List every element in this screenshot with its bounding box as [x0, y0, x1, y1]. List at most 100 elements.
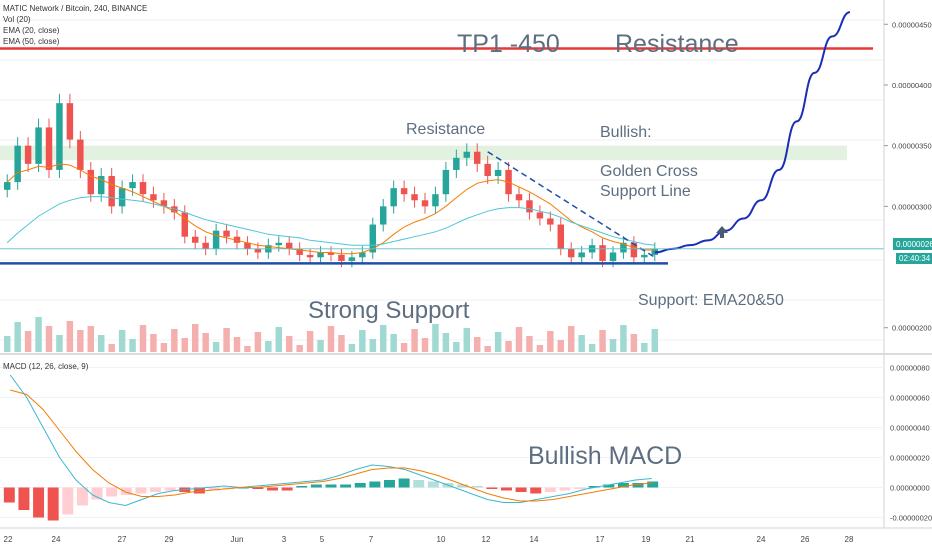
macd-title[interactable]: MACD (12, 26, close, 9) — [3, 362, 89, 371]
candle[interactable] — [45, 127, 53, 170]
candle[interactable] — [139, 182, 147, 195]
candle[interactable] — [578, 252, 585, 258]
time-tick: 7 — [369, 535, 374, 544]
grid — [0, 19, 884, 341]
candle[interactable] — [285, 242, 293, 249]
macd-grid — [0, 367, 884, 518]
candle[interactable] — [108, 176, 115, 207]
candle[interactable] — [411, 194, 418, 201]
golden-cross-label: Golden Cross — [600, 163, 698, 180]
candle[interactable] — [66, 103, 74, 140]
volume-bar — [108, 344, 115, 352]
candle[interactable] — [641, 254, 648, 258]
candle[interactable] — [317, 252, 324, 258]
descending-trendline[interactable] — [487, 151, 656, 258]
candle[interactable] — [244, 242, 251, 249]
ema50-legend[interactable]: EMA (50, close) — [3, 37, 60, 46]
candle[interactable] — [233, 236, 241, 243]
candle[interactable] — [150, 194, 157, 201]
candle[interactable] — [129, 182, 136, 189]
candle[interactable] — [191, 236, 199, 243]
price-axis[interactable]: 0.00000450 0.00000400 0.00000350 0.00000300… — [884, 20, 932, 333]
candle[interactable] — [223, 230, 230, 237]
candle[interactable] — [494, 169, 502, 176]
candle[interactable] — [202, 242, 209, 249]
candle[interactable] — [473, 151, 481, 164]
candle[interactable] — [327, 252, 335, 255]
time-tick: 5 — [320, 535, 325, 544]
candle[interactable] — [421, 200, 429, 207]
candle[interactable] — [567, 248, 575, 258]
candle[interactable] — [536, 212, 544, 219]
volume-bar — [296, 345, 303, 352]
candle[interactable] — [453, 157, 460, 170]
volume-bar — [212, 342, 220, 352]
candle[interactable] — [254, 248, 262, 253]
candle[interactable] — [35, 127, 42, 164]
candle[interactable] — [547, 218, 554, 225]
candle[interactable] — [160, 200, 168, 207]
macd-hist-bar — [208, 487, 220, 491]
candle[interactable] — [118, 188, 126, 207]
candle[interactable] — [87, 169, 95, 195]
resistance-zone — [0, 145, 847, 161]
candle[interactable] — [390, 188, 397, 207]
time-axis[interactable]: 22 24 27 29 Jun 3 5 7 10 12 14 17 19 21 24 26 28 — [4, 535, 854, 544]
volume-bars — [3, 317, 659, 352]
price-tick: 0.00000200 — [892, 324, 932, 333]
projection-line[interactable] — [654, 11, 851, 254]
price-tick: 0.00000450 — [892, 20, 932, 29]
ema20-legend[interactable]: EMA (20, close) — [3, 26, 60, 35]
candle[interactable] — [620, 242, 627, 253]
candle[interactable] — [557, 224, 565, 249]
volume-bar — [442, 333, 450, 352]
candle[interactable] — [348, 257, 356, 261]
candle[interactable] — [296, 248, 303, 255]
macd-hist-bar — [3, 487, 15, 503]
strong-support-label: Strong Support — [308, 297, 470, 324]
volume-bar — [515, 327, 523, 352]
candle[interactable] — [442, 169, 450, 195]
volume-bar — [171, 329, 178, 352]
signal-line — [10, 389, 652, 502]
candle[interactable] — [599, 245, 606, 261]
candle[interactable] — [609, 252, 617, 261]
candle[interactable] — [359, 252, 366, 258]
price-tick: 0.00000300 — [892, 202, 932, 211]
candle[interactable] — [463, 151, 471, 158]
macd-axis[interactable]: 0.00000080 0.00000060 0.00000040 0.00000020… — [890, 364, 932, 523]
candle[interactable] — [275, 242, 283, 246]
volume-bar — [348, 344, 356, 352]
candle[interactable] — [369, 224, 377, 253]
symbol-title[interactable]: MATIC Network / Bitcoin, 240, BINANCE — [3, 4, 148, 13]
vol-legend[interactable]: Vol (20) — [3, 15, 31, 24]
candle[interactable] — [14, 145, 21, 183]
volume-bar — [24, 331, 32, 352]
candle[interactable] — [3, 182, 11, 190]
candles[interactable] — [3, 93, 659, 268]
candle[interactable] — [212, 230, 220, 249]
candle[interactable] — [526, 200, 533, 213]
macd-tick: 0.00000080 — [890, 364, 930, 373]
candle[interactable] — [56, 103, 63, 170]
macd-hist-bar — [559, 487, 571, 491]
macd-hist-bar — [500, 487, 512, 491]
candle[interactable] — [400, 188, 408, 195]
volume-bar — [588, 344, 596, 352]
candle[interactable] — [97, 176, 105, 195]
candle[interactable] — [306, 254, 314, 258]
candle[interactable] — [338, 254, 345, 261]
candle[interactable] — [515, 194, 523, 201]
volume-bar — [547, 331, 554, 352]
candle[interactable] — [171, 206, 178, 213]
candle[interactable] — [379, 206, 387, 225]
candle[interactable] — [432, 194, 439, 207]
candle[interactable] — [630, 242, 638, 258]
candle[interactable] — [181, 212, 189, 237]
candle[interactable] — [651, 248, 659, 255]
candle[interactable] — [77, 139, 84, 170]
candle[interactable] — [484, 163, 491, 176]
volume-bar — [306, 331, 314, 352]
candle[interactable] — [24, 145, 32, 164]
